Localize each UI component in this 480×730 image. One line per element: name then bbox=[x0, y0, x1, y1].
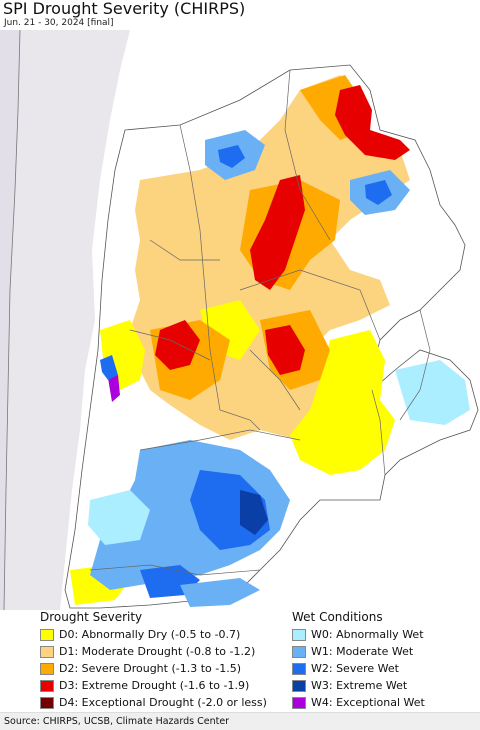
legend-item-d3: D3: Extreme Drought (-1.6 to -1.9) bbox=[40, 677, 290, 694]
coast-line bbox=[3, 30, 21, 610]
legend-item-w4: W4: Exceptional Wet bbox=[292, 694, 477, 711]
drought-d3-west bbox=[155, 320, 200, 370]
legend-item-d4: D4: Exceptional Drought (-2.0 or less) bbox=[40, 694, 290, 711]
legend-label-w4: W4: Exceptional Wet bbox=[311, 695, 425, 709]
legend-item-w0: W0: Abnormally Wet bbox=[292, 626, 477, 643]
legend-label-w1: W1: Moderate Wet bbox=[311, 644, 414, 658]
legend-wet: Wet Conditions W0: Abnormally Wet W1: Mo… bbox=[292, 610, 477, 710]
wet-w1-far-south bbox=[180, 578, 260, 607]
legend-label-d0: D0: Abnormally Dry (-0.5 to -0.7) bbox=[59, 627, 241, 641]
wet-w2-northwest bbox=[218, 145, 245, 168]
legend-wet-title: Wet Conditions bbox=[292, 610, 383, 624]
wet-w0-south-edge bbox=[88, 490, 150, 545]
drought-d3-center bbox=[250, 175, 305, 290]
source-credit: Source: CHIRPS, UCSB, Climate Hazards Ce… bbox=[0, 712, 480, 730]
drought-d3-east bbox=[265, 325, 305, 375]
swatch-d0 bbox=[40, 628, 54, 641]
chile-land bbox=[0, 30, 130, 610]
swatch-w1 bbox=[292, 645, 306, 658]
swatch-w2 bbox=[292, 662, 306, 675]
legend-item-d1: D1: Moderate Drought (-0.8 to -1.2) bbox=[40, 643, 290, 660]
swatch-w3 bbox=[292, 679, 306, 692]
legend-label-d3: D3: Extreme Drought (-1.6 to -1.9) bbox=[59, 678, 250, 692]
legend-item-w1: W1: Moderate Wet bbox=[292, 643, 477, 660]
swatch-d3 bbox=[40, 679, 54, 692]
west-coast-strip bbox=[0, 30, 20, 610]
legend-label-w3: W3: Extreme Wet bbox=[311, 678, 408, 692]
wet-w0-east bbox=[395, 360, 470, 425]
swatch-d4 bbox=[40, 696, 54, 709]
wet-w3-south bbox=[240, 490, 268, 535]
legend-drought-title: Drought Severity bbox=[40, 610, 143, 624]
drought-d3-northeast bbox=[335, 85, 410, 160]
legend-label-d2: D2: Severe Drought (-1.3 to -1.5) bbox=[59, 661, 242, 675]
legend-item-w3: W3: Extreme Wet bbox=[292, 677, 477, 694]
legend-label-d1: D1: Moderate Drought (-0.8 to -1.2) bbox=[59, 644, 256, 658]
legend-drought: Drought Severity D0: Abnormally Dry (-0.… bbox=[40, 610, 290, 710]
swatch-d1 bbox=[40, 645, 54, 658]
map-subtitle: Jun. 21 - 30, 2024 [final] bbox=[4, 18, 114, 28]
wet-w2-west bbox=[100, 355, 118, 380]
legend-label-w2: W2: Severe Wet bbox=[311, 661, 399, 675]
legend-item-w2: W2: Severe Wet bbox=[292, 660, 477, 677]
swatch-w0 bbox=[292, 628, 306, 641]
drought-map bbox=[0, 30, 479, 610]
drought-d0-east bbox=[290, 330, 395, 475]
legend-label-w0: W0: Abnormally Wet bbox=[311, 627, 424, 641]
legend-item-d0: D0: Abnormally Dry (-0.5 to -0.7) bbox=[40, 626, 290, 643]
legend-item-d2: D2: Severe Drought (-1.3 to -1.5) bbox=[40, 660, 290, 677]
swatch-w4 bbox=[292, 696, 306, 709]
swatch-d2 bbox=[40, 662, 54, 675]
legend-label-d4: D4: Exceptional Drought (-2.0 or less) bbox=[59, 695, 267, 709]
wet-w4-west bbox=[108, 375, 120, 402]
boundaries bbox=[89, 69, 431, 576]
map-title: SPI Drought Severity (CHIRPS) bbox=[3, 0, 246, 18]
wet-w2-north-center bbox=[365, 180, 392, 205]
